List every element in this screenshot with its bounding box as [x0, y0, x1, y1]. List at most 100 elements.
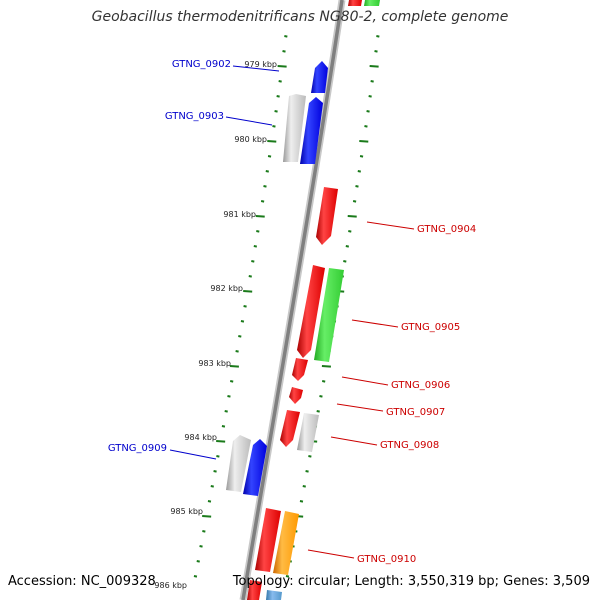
- gene-red-0905: [297, 265, 325, 358]
- tick-mark: [319, 395, 323, 398]
- tick-mark: [321, 365, 331, 368]
- tick-mark: [369, 65, 379, 68]
- tick-mark: [210, 485, 214, 488]
- gene-gtng-0904: [316, 187, 338, 245]
- leader-gtng-0905: [351, 319, 399, 328]
- accession-info: Accession: NC_009328: [8, 574, 156, 589]
- tick-mark: [345, 245, 350, 248]
- gene-red-bottom: [247, 580, 262, 600]
- leader-gtng-0903: [225, 116, 273, 126]
- leader-gtng-0902: [232, 65, 280, 72]
- tick-mark: [202, 530, 206, 533]
- tick-mark: [370, 80, 374, 83]
- tick-mark: [343, 260, 347, 263]
- length-value: 3,550,319 bp: [407, 574, 495, 589]
- gene-gtng-0908: [297, 413, 319, 452]
- tick-mark: [355, 185, 359, 188]
- leader-gtng-0904: [366, 221, 415, 230]
- gene-green-top: [364, 0, 380, 6]
- tick-mark: [227, 395, 231, 398]
- gene-gtng-0906: [292, 358, 308, 381]
- kbp-label-982: 982 kbp: [210, 284, 243, 293]
- tick-mark: [352, 200, 357, 203]
- tick-mark: [272, 125, 276, 128]
- accession-value: NC_009328: [80, 574, 156, 589]
- gene-red-0908: [280, 410, 300, 447]
- tick-mark: [243, 305, 247, 308]
- gene-label-gtng-0909[interactable]: GTNG_0909: [108, 443, 167, 454]
- kbp-label-986: 986 kbp: [154, 581, 187, 590]
- tick-mark: [229, 380, 234, 383]
- tick-mark: [357, 170, 361, 173]
- tick-mark: [216, 455, 220, 458]
- kbp-label-983: 983 kbp: [198, 359, 231, 368]
- tick-mark: [316, 410, 320, 413]
- gene-label-gtng-0903[interactable]: GTNG_0903: [165, 111, 224, 122]
- kbp-label-981: 981 kbp: [223, 210, 256, 219]
- tick-mark: [374, 50, 378, 53]
- tick-mark: [359, 140, 369, 143]
- tick-mark: [263, 185, 267, 188]
- tick-mark: [348, 230, 352, 233]
- tick-mark: [305, 470, 309, 473]
- tick-mark: [213, 470, 217, 473]
- gene-label-gtng-0904[interactable]: GTNG_0904: [417, 224, 476, 235]
- tick-mark: [202, 515, 212, 518]
- gene-red-top: [348, 0, 362, 6]
- tick-mark: [308, 455, 312, 458]
- tick-mark: [278, 80, 282, 83]
- tick-mark: [276, 95, 280, 98]
- tick-mark: [253, 245, 258, 248]
- tick-mark: [376, 35, 380, 38]
- kbp-label-984: 984 kbp: [184, 433, 217, 442]
- gene-gray-0909: [226, 435, 251, 492]
- length-label: Length:: [354, 574, 404, 589]
- tick-mark: [248, 275, 252, 278]
- tick-mark: [196, 560, 200, 563]
- tick-mark: [368, 95, 372, 98]
- kbp-label-979: 979 kbp: [244, 60, 277, 69]
- tick-mark: [224, 410, 228, 413]
- tick-mark: [255, 215, 265, 218]
- tick-mark: [282, 50, 286, 53]
- gene-label-gtng-0910[interactable]: GTNG_0910: [357, 554, 416, 565]
- tick-mark: [284, 35, 288, 38]
- gene-gtng-0905: [314, 268, 344, 362]
- tick-mark: [238, 335, 242, 338]
- tick-mark: [347, 215, 357, 218]
- tick-mark: [267, 140, 277, 143]
- tick-mark: [221, 425, 226, 428]
- tick-mark: [366, 110, 370, 113]
- gene-label-gtng-0907[interactable]: GTNG_0907: [386, 407, 445, 418]
- tick-mark: [235, 350, 239, 353]
- kbp-label-980: 980 kbp: [234, 135, 267, 144]
- tick-mark: [321, 380, 326, 383]
- gene-label-gtng-0908[interactable]: GTNG_0908: [380, 440, 439, 451]
- leader-gtng-0907: [336, 403, 384, 412]
- tick-mark: [299, 500, 304, 503]
- tick-mark: [199, 545, 203, 548]
- tick-mark: [285, 575, 290, 578]
- gene-features: [226, 0, 380, 600]
- genes-label: Genes:: [503, 574, 549, 589]
- leader-gtng-0908: [330, 436, 378, 446]
- kbp-label-985: 985 kbp: [170, 507, 203, 516]
- gene-label-gtng-0902[interactable]: GTNG_0902: [172, 59, 231, 70]
- gene-label-gtng-0906[interactable]: GTNG_0906: [391, 380, 450, 391]
- tick-mark: [265, 170, 269, 173]
- genes-value: 3,509: [552, 574, 590, 589]
- tick-mark: [243, 290, 253, 293]
- genome-summary: Topology: circular; Length: 3,550,319 bp…: [232, 574, 590, 589]
- topology-label: Topology:: [232, 574, 294, 589]
- gene-gtng-0903: [300, 97, 323, 164]
- gene-label-gtng-0905[interactable]: GTNG_0905: [401, 322, 460, 333]
- leader-gtng-0910: [307, 549, 355, 559]
- tick-mark: [267, 155, 272, 158]
- tick-mark: [229, 365, 239, 368]
- leader-gtng-0909: [169, 449, 217, 460]
- tick-mark: [260, 200, 265, 203]
- accession-label: Accession:: [8, 574, 77, 589]
- tick-mark: [193, 575, 198, 578]
- genome-backbone-line: [241, 0, 344, 600]
